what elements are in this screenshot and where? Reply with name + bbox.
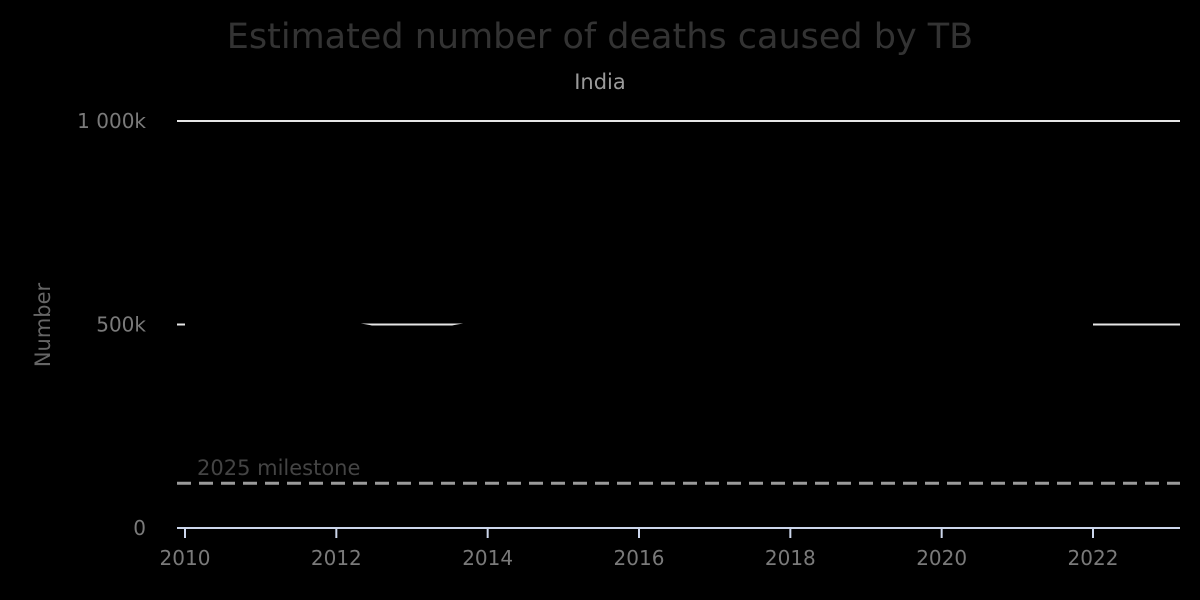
x-tick-labels: 2010 2012 2014 2016 2018 2020 2022 (160, 528, 1119, 570)
series-group (185, 322, 1093, 336)
y-axis-label: Number (31, 282, 55, 367)
x-tick-label: 2020 (916, 546, 967, 570)
x-tick-label: 2022 (1068, 546, 1119, 570)
chart-title: Estimated number of deaths caused by TB (227, 17, 973, 57)
milestone-group: 2025 milestone (177, 456, 1180, 485)
x-tick-label: 2018 (765, 546, 816, 570)
y-tick-label: 500k (96, 313, 146, 337)
x-tick-label: 2014 (462, 546, 513, 570)
series-line (185, 322, 1093, 336)
y-tick-label: 0 (133, 516, 146, 540)
y-tick-labels: 0 500k 1 000k (77, 109, 146, 540)
x-tick-label: 2010 (160, 546, 211, 570)
y-gridlines (177, 120, 1180, 326)
milestone-label: 2025 milestone (197, 456, 360, 480)
x-tick-label: 2012 (311, 546, 362, 570)
y-tick-label: 1 000k (77, 109, 146, 133)
chart-subtitle: India (574, 70, 626, 94)
x-tick-label: 2016 (614, 546, 665, 570)
